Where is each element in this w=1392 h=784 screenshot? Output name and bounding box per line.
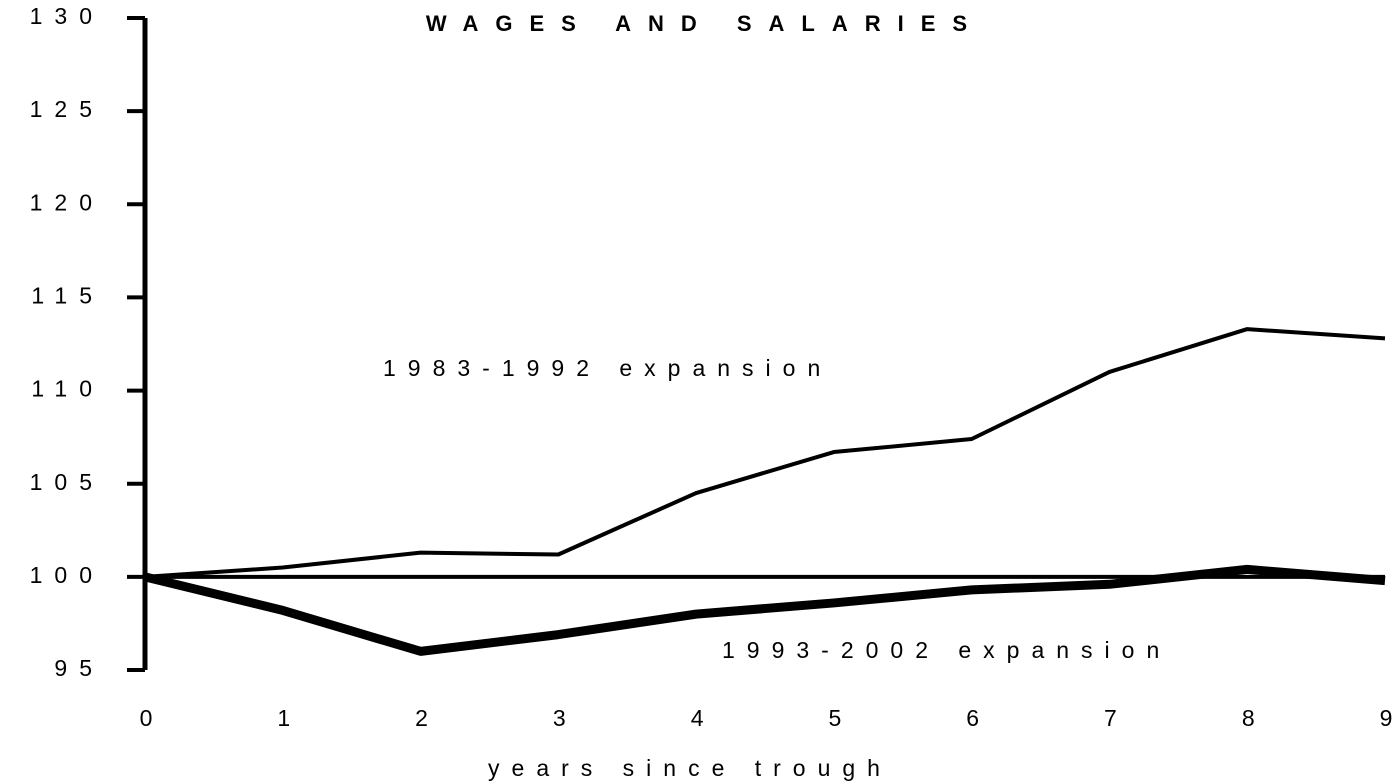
- x-tick-label: 8: [1242, 705, 1255, 731]
- x-tick-label: 5: [828, 705, 841, 731]
- chart-title: WAGES AND SALARIES: [426, 11, 984, 36]
- x-tick-label: 7: [1104, 705, 1117, 731]
- y-tick-label: 100: [30, 562, 104, 588]
- y-tick-label: 125: [30, 96, 104, 122]
- series-line: [143, 564, 1386, 656]
- x-tick-label: 9: [1380, 705, 1392, 731]
- x-tick-label: 0: [140, 705, 153, 731]
- y-tick-label: 120: [30, 189, 104, 215]
- series-label: 1983-1992 expansion: [383, 355, 832, 381]
- y-tick-label: 130: [30, 3, 104, 29]
- x-tick-label: 1: [277, 705, 290, 731]
- x-axis-label: years since trough: [488, 755, 892, 781]
- x-tick-label: 3: [553, 705, 566, 731]
- x-tick-label: 6: [966, 705, 979, 731]
- y-tick-label: 105: [30, 469, 104, 495]
- series-line: [144, 327, 1386, 579]
- y-tick-label: 115: [31, 283, 104, 309]
- y-tick-label: 110: [31, 376, 104, 402]
- x-tick-label: 2: [415, 705, 428, 731]
- series-label: 1993-2002 expansion: [722, 637, 1171, 663]
- y-tick-label: 95: [54, 655, 104, 681]
- x-tick-label: 4: [691, 705, 704, 731]
